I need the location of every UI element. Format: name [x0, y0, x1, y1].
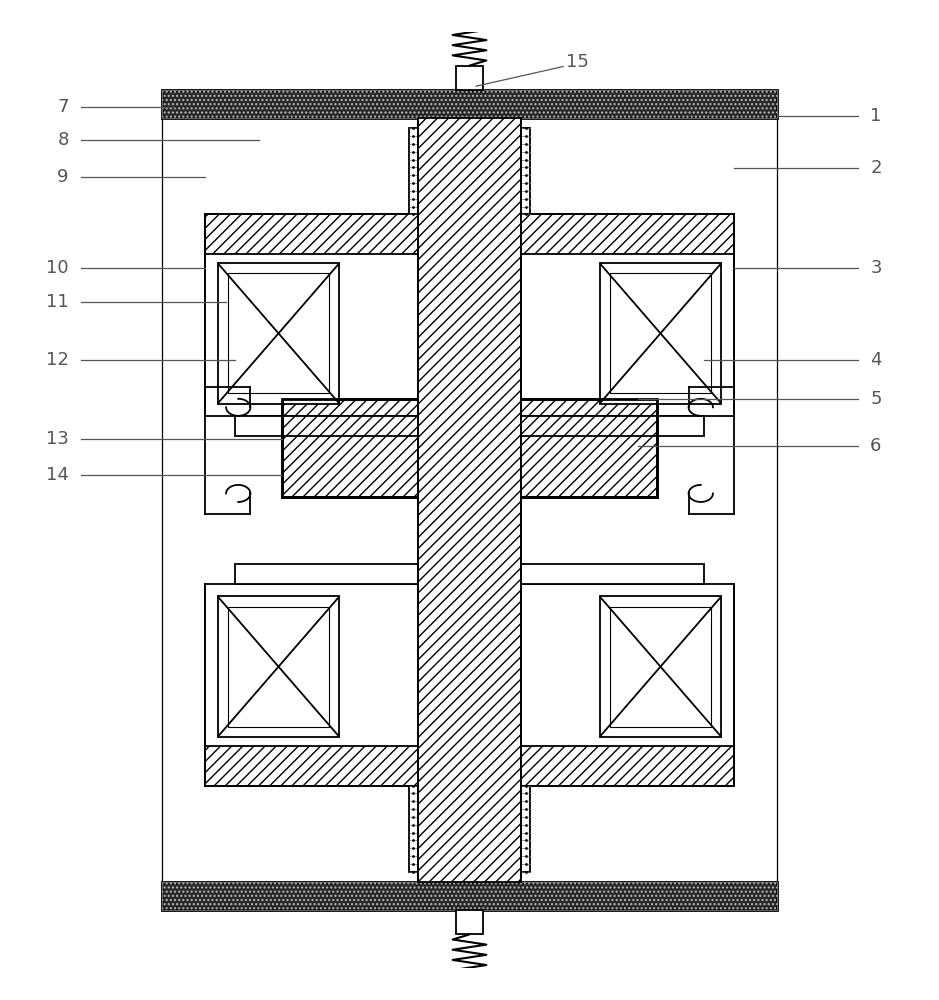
Bar [206, 214, 733, 416]
Bar [162, 882, 777, 910]
Text: 2: 2 [870, 159, 882, 177]
Text: 8: 8 [57, 131, 69, 149]
Text: 13: 13 [46, 430, 69, 448]
Bar [418, 118, 521, 882]
Bar [218, 263, 339, 404]
Bar [408, 128, 531, 214]
Bar [236, 564, 703, 584]
Text: 10: 10 [46, 259, 69, 277]
Bar [418, 118, 521, 882]
Text: 4: 4 [870, 351, 882, 369]
Bar [418, 118, 521, 882]
Bar [408, 786, 531, 872]
Bar [418, 118, 521, 882]
Bar [162, 882, 777, 910]
Text: 14: 14 [46, 466, 69, 484]
Bar [228, 273, 329, 393]
Text: 6: 6 [870, 437, 882, 455]
Bar [206, 584, 733, 786]
Bar [456, 910, 483, 934]
Bar [236, 416, 703, 436]
Bar [206, 746, 733, 786]
Bar [228, 607, 329, 727]
Bar [283, 399, 656, 497]
Text: 7: 7 [57, 98, 69, 116]
Bar [162, 90, 777, 118]
Bar [600, 596, 721, 737]
Bar [162, 90, 777, 118]
Bar [610, 607, 711, 727]
Bar [600, 263, 721, 404]
Bar [218, 596, 339, 737]
Text: 11: 11 [46, 293, 69, 311]
Text: 9: 9 [57, 168, 69, 186]
Text: 1: 1 [870, 107, 882, 125]
Text: 12: 12 [46, 351, 69, 369]
Bar [610, 273, 711, 393]
Bar [206, 214, 733, 254]
Text: 3: 3 [870, 259, 882, 277]
Text: 15: 15 [565, 53, 589, 71]
Text: 5: 5 [870, 390, 882, 408]
Bar [456, 66, 483, 90]
Bar [283, 399, 656, 497]
